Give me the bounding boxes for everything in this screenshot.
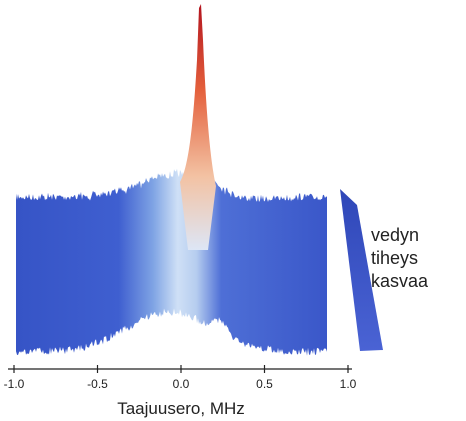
x-tick-label: 1.0 (340, 377, 357, 391)
x-axis: -1.0 -0.5 0.0 0.5 1.0 Taajuusero, MHz (4, 365, 357, 418)
spectrum-surface (16, 168, 327, 356)
resonance-peak (180, 4, 216, 250)
annotation-line-2: tiheys (371, 248, 418, 268)
x-axis-title: Taajuusero, MHz (117, 399, 245, 418)
annotation-line-3: kasvaa (371, 271, 429, 291)
density-annotation: vedyn tiheys kasvaa (340, 189, 429, 351)
surface-group (16, 4, 327, 356)
x-tick-label: -1.0 (4, 377, 25, 391)
x-tick-label: 0.0 (173, 377, 190, 391)
x-tick-label: 0.5 (256, 377, 273, 391)
annotation-line-1: vedyn (371, 225, 419, 245)
x-tick-label: -0.5 (87, 377, 108, 391)
increase-arrow (340, 189, 383, 351)
